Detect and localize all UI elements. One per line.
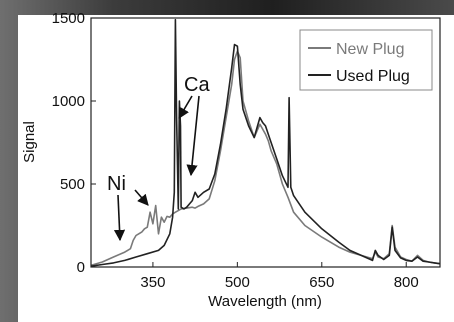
x-tick-label-500: 500 xyxy=(225,274,250,291)
annotation-ca-arrow-1 xyxy=(178,95,193,119)
tick-layer: 350 500 650 800 0 500 1000 1500 xyxy=(52,10,419,291)
annotation-ni-label: Ni xyxy=(107,173,126,195)
y-tick-label-0: 0 xyxy=(77,259,85,276)
legend-box xyxy=(299,29,433,91)
y-tick-label-500: 500 xyxy=(60,176,85,193)
series-layer xyxy=(91,18,440,267)
annotation-ca-label: Ca xyxy=(184,74,210,96)
plot-frame xyxy=(90,17,441,268)
x-tick-label-800: 800 xyxy=(394,274,419,291)
x-tick-label-350: 350 xyxy=(140,274,165,291)
annotation-ni-arrow-2 xyxy=(134,189,149,206)
y-axis-title: Signal xyxy=(21,121,38,163)
annotation-ni: Ni xyxy=(107,173,149,242)
annotation-ca: Ca xyxy=(178,74,210,177)
annotation-ca-arrow-2 xyxy=(186,95,200,177)
legend-label-used-plug: Used Plug xyxy=(336,68,410,85)
series-line-used-plug xyxy=(91,18,440,267)
x-axis-title: Wavelength (nm) xyxy=(208,293,322,310)
y-tick-label-1500: 1500 xyxy=(52,10,85,27)
legend: New Plug Used Plug xyxy=(299,29,433,91)
legend-label-new-plug: New Plug xyxy=(336,41,404,58)
x-tick-label-650: 650 xyxy=(309,274,334,291)
y-tick-label-1000: 1000 xyxy=(52,93,85,110)
annotation-ni-arrow-1 xyxy=(113,194,126,242)
